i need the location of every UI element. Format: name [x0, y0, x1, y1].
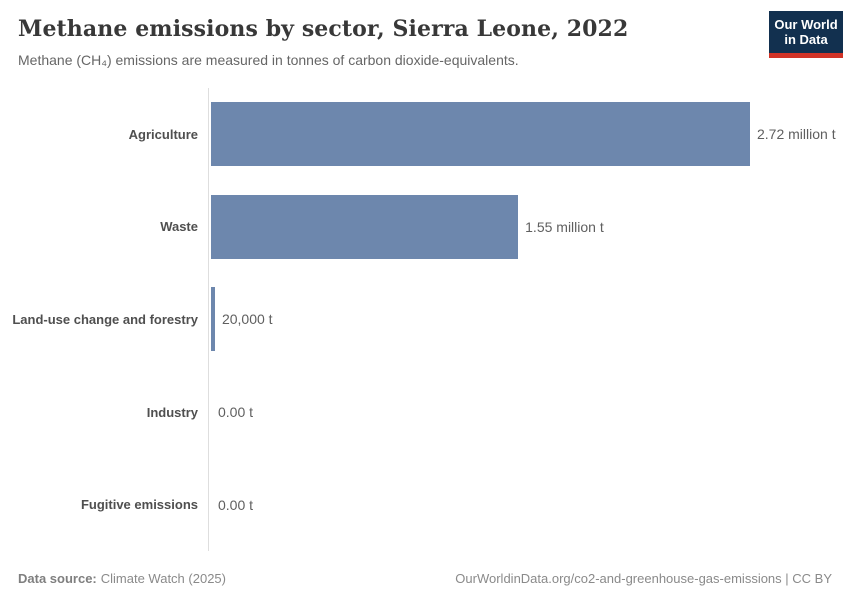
- bar[interactable]: [211, 287, 215, 352]
- bar-track: 1.55 million t: [211, 194, 850, 259]
- bar-row: Fugitive emissions 0.00 t: [0, 458, 850, 551]
- category-label: Waste: [160, 219, 198, 235]
- bar-track: 2.72 million t: [211, 102, 850, 167]
- category-label: Agriculture: [128, 126, 198, 142]
- bar-row: Waste 1.55 million t: [0, 181, 850, 274]
- chart-footer: Data source: Climate Watch (2025) OurWorl…: [18, 571, 832, 586]
- y-axis-line: [208, 88, 209, 551]
- bar-chart: Agriculture 2.72 million t Waste 1.55 milli…: [0, 88, 850, 551]
- bar-row: Industry 0.00 t: [0, 366, 850, 459]
- bar[interactable]: [211, 194, 519, 259]
- chart-subtitle: Methane (CH₄) emissions are measured in …: [18, 52, 519, 68]
- bar-track: 0.00 t: [211, 380, 850, 444]
- data-source-label: Data source:: [18, 571, 97, 586]
- bar-value-label: 1.55 million t: [525, 218, 604, 235]
- attribution: OurWorldinData.org/co2-and-greenhouse-ga…: [455, 571, 832, 586]
- attribution-text: OurWorldinData.org/co2-and-greenhouse-ga…: [455, 571, 832, 586]
- owid-logo: Our World in Data: [769, 11, 843, 58]
- data-source-value: Climate Watch (2025): [100, 571, 226, 586]
- bar-value-label: 2.72 million t: [757, 126, 836, 143]
- bar-value-label: 20,000 t: [221, 311, 273, 328]
- logo-line2: in Data: [784, 32, 828, 48]
- bar-value-label: 0.00 t: [218, 404, 254, 421]
- bar-row: Agriculture 2.72 million t: [0, 88, 850, 181]
- data-source: Data source: Climate Watch (2025): [18, 571, 226, 586]
- bar-track: 20,000 t: [211, 287, 850, 352]
- logo-line1: Our World: [774, 17, 838, 32]
- chart-title: Methane emissions by sector, Sierra Leon…: [18, 16, 629, 42]
- bar-value-label: 0.00 t: [218, 496, 254, 513]
- bar-row: Land-use change and forestry 20,000 t: [0, 273, 850, 366]
- category-label: Fugitive emissions: [80, 497, 198, 513]
- bar[interactable]: [211, 102, 750, 167]
- category-label: Industry: [146, 404, 198, 420]
- bar-track: 0.00 t: [211, 473, 850, 537]
- chart-header: Methane emissions by sector, Sierra Leon…: [0, 0, 850, 68]
- category-label: Land-use change and forestry: [12, 311, 198, 327]
- bar-rows: Agriculture 2.72 million t Waste 1.55 milli…: [0, 88, 850, 551]
